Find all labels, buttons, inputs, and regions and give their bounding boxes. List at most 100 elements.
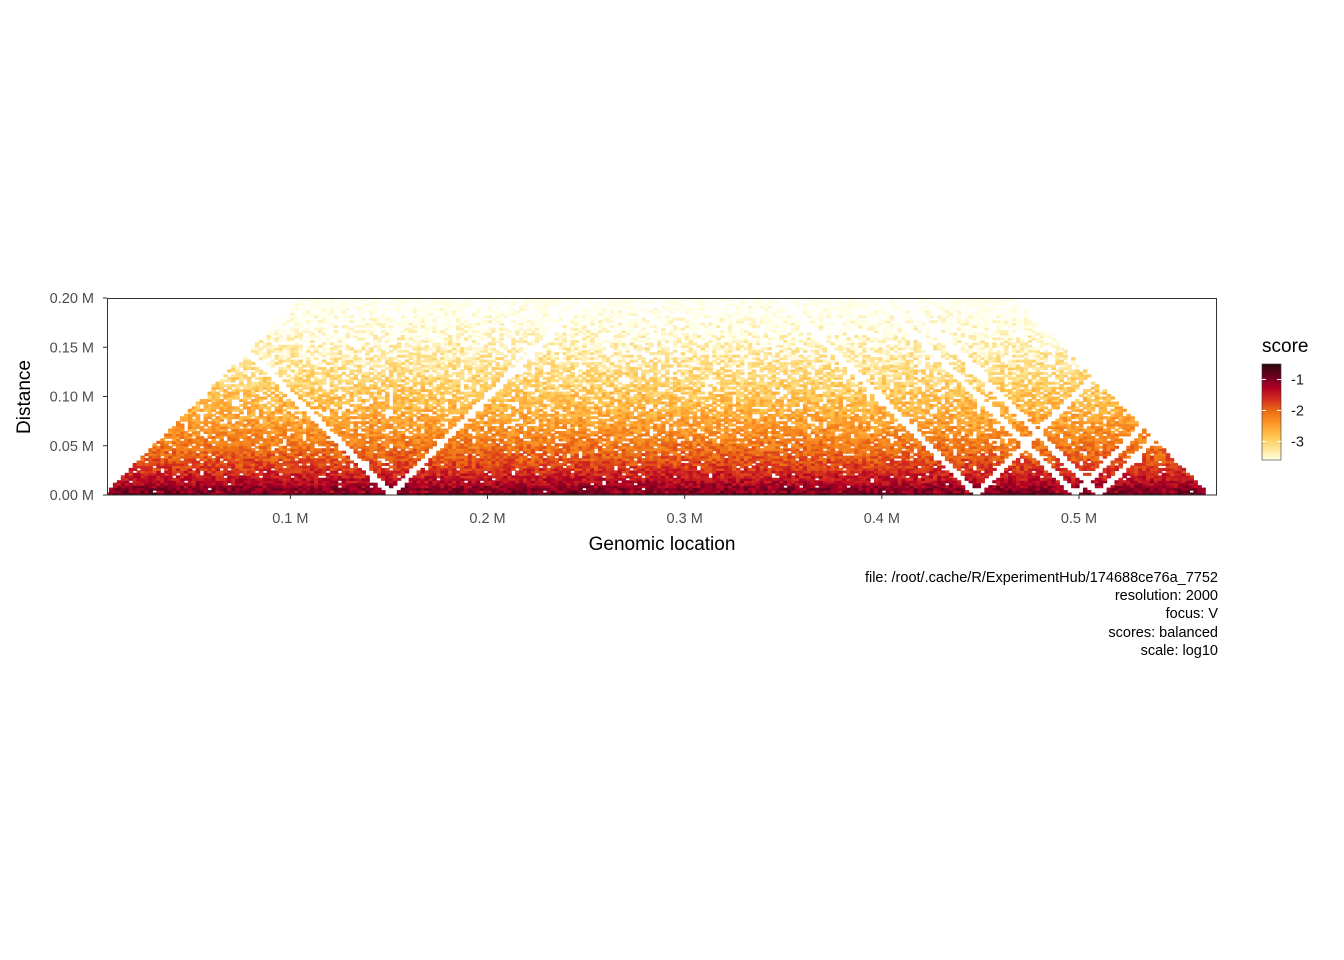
heatmap-cell xyxy=(961,443,966,446)
heatmap-cell xyxy=(1063,490,1068,493)
heatmap-cell xyxy=(1008,473,1013,476)
heatmap-cell xyxy=(767,468,772,471)
heatmap-cell xyxy=(472,456,477,459)
heatmap-cell xyxy=(357,468,362,471)
heatmap-cell xyxy=(1130,465,1135,468)
heatmap-cell xyxy=(949,446,954,449)
heatmap-cell xyxy=(353,463,358,466)
heatmap-cell xyxy=(866,453,871,456)
heatmap-cell xyxy=(1008,453,1013,456)
heatmap-cell xyxy=(992,453,997,456)
heatmap-cell xyxy=(381,490,386,493)
heatmap-cell xyxy=(555,458,560,461)
heatmap-cell xyxy=(909,443,914,446)
heatmap-cell xyxy=(511,446,516,449)
heatmap-cell xyxy=(854,475,859,478)
heatmap-cell xyxy=(669,456,674,459)
heatmap-cell xyxy=(1118,453,1123,456)
heatmap-cell xyxy=(141,456,146,459)
heatmap-cell xyxy=(570,473,575,476)
heatmap-cell xyxy=(1158,475,1163,478)
heatmap-cell xyxy=(346,441,351,444)
heatmap-cell xyxy=(239,441,244,444)
heatmap-cell xyxy=(1016,458,1021,461)
heatmap-cell xyxy=(1071,448,1076,451)
heatmap-cell xyxy=(1099,446,1104,449)
heatmap-cell xyxy=(965,448,970,451)
heatmap-cell xyxy=(346,456,351,459)
heatmap-cell xyxy=(748,468,753,471)
heatmap-cell xyxy=(444,443,449,446)
heatmap-cell xyxy=(338,483,343,486)
heatmap-cell xyxy=(1036,461,1041,464)
heatmap-cell xyxy=(314,448,319,451)
heatmap-cell xyxy=(689,441,694,444)
heatmap-cell xyxy=(113,483,118,486)
heatmap-cell xyxy=(744,443,749,446)
heatmap-cell xyxy=(882,451,887,454)
heatmap-cell xyxy=(527,441,532,444)
heatmap-cell xyxy=(385,468,390,471)
heatmap-cell xyxy=(827,465,832,468)
heatmap-cell xyxy=(1067,470,1072,473)
heatmap-cell xyxy=(1012,446,1017,449)
heatmap-cell xyxy=(330,448,335,451)
heatmap-cell xyxy=(420,468,425,471)
heatmap-cell xyxy=(519,453,524,456)
heatmap-cell xyxy=(1189,475,1194,478)
heatmap-cell xyxy=(697,470,702,473)
heatmap-cell xyxy=(251,448,256,451)
heatmap-cell xyxy=(456,441,461,444)
heatmap-cell xyxy=(1040,478,1045,481)
heatmap-cell xyxy=(1059,485,1064,488)
heatmap-cell xyxy=(488,443,493,446)
heatmap-cell xyxy=(271,470,276,473)
heatmap-cell xyxy=(290,478,295,481)
heatmap-cell xyxy=(626,468,631,471)
heatmap-cell xyxy=(945,485,950,488)
heatmap-cell xyxy=(558,463,563,466)
heatmap-cell xyxy=(1107,488,1112,491)
heatmap-cell xyxy=(752,465,757,468)
heatmap-cell xyxy=(326,473,331,476)
heatmap-cell xyxy=(338,451,343,454)
heatmap-cell xyxy=(799,443,804,446)
heatmap-cell xyxy=(1174,463,1179,466)
heatmap-cell xyxy=(409,448,414,451)
heatmap-cell xyxy=(160,458,165,461)
heatmap-cell xyxy=(771,478,776,481)
heatmap-cell xyxy=(929,453,934,456)
heatmap-cell xyxy=(133,473,138,476)
heatmap-cell xyxy=(223,463,228,466)
heatmap-cell xyxy=(787,453,792,456)
heatmap-cell xyxy=(279,463,284,466)
heatmap-cell xyxy=(491,480,496,483)
heatmap-cell xyxy=(539,468,544,471)
heatmap-cell xyxy=(961,470,966,473)
heatmap-cell xyxy=(547,468,552,471)
heatmap-cell xyxy=(1075,478,1080,481)
heatmap-cell xyxy=(996,456,1001,459)
heatmap-cell xyxy=(413,475,418,478)
heatmap-cell xyxy=(1000,473,1005,476)
heatmap-cell xyxy=(417,470,422,473)
heatmap-cell xyxy=(566,465,571,468)
heatmap-cell xyxy=(436,451,441,454)
heatmap-cell xyxy=(547,456,552,459)
heatmap-cell xyxy=(1091,480,1096,483)
heatmap-cell xyxy=(795,461,800,464)
heatmap-cell xyxy=(1008,465,1013,468)
heatmap-cell xyxy=(121,475,126,478)
heatmap-cell xyxy=(637,475,642,478)
heatmap-cell xyxy=(381,441,386,444)
heatmap-cell xyxy=(641,490,646,493)
heatmap-cell xyxy=(941,465,946,468)
heatmap-cell xyxy=(460,443,465,446)
heatmap-cell xyxy=(736,443,741,446)
heatmap-cell xyxy=(499,446,504,449)
heatmap-cell xyxy=(933,461,938,464)
heatmap-cell xyxy=(1071,473,1076,476)
heatmap-cell xyxy=(318,448,323,451)
heatmap-cell xyxy=(208,441,213,444)
heatmap-cell xyxy=(405,451,410,454)
